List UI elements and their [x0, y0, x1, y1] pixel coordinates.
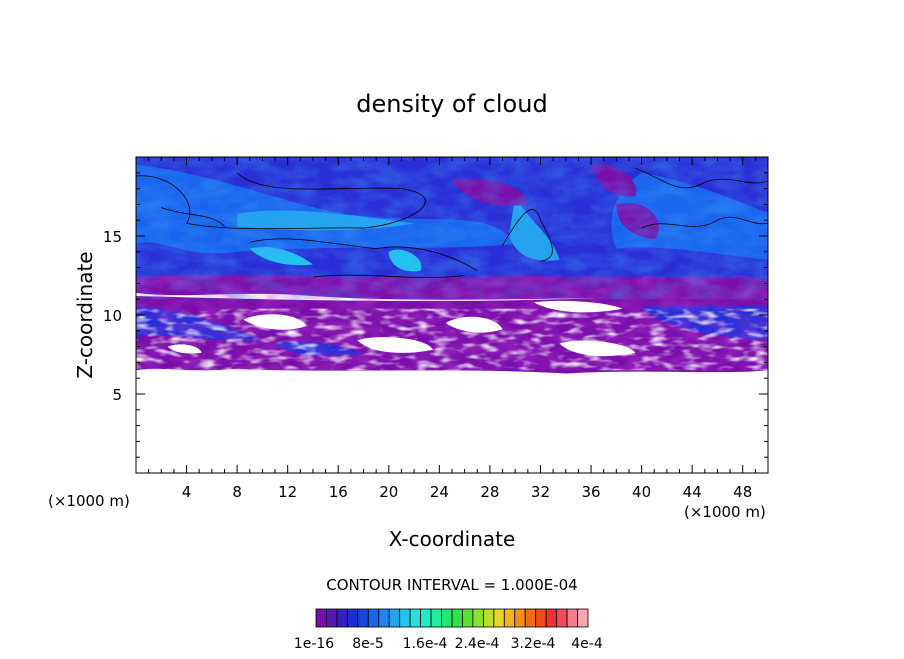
colorbar-swatch	[388, 608, 401, 628]
x-tick-label: 12	[278, 483, 297, 501]
colorbar-swatch	[535, 608, 547, 628]
colorbar-swatch	[566, 608, 578, 628]
colorbar-swatch	[524, 608, 537, 628]
clear-air-gaps	[136, 308, 768, 371]
contour-line-6	[312, 274, 465, 278]
colorbar-swatch	[346, 608, 359, 628]
colorbar-swatch	[556, 608, 568, 628]
colorbar	[315, 608, 589, 628]
colorbar-label: 1e-16	[294, 636, 334, 652]
colorbar-swatch	[399, 608, 411, 628]
contour-lines	[136, 167, 768, 278]
colorbar-swatch	[451, 608, 463, 628]
x-tick-label: 32	[531, 483, 550, 501]
colorbar-labels: 1e-16 8e-5 1.6e-4 2.4e-4 3.2e-4 4e-4	[294, 636, 603, 652]
x-tick-label: 48	[733, 483, 752, 501]
x-tick-label: 20	[379, 483, 398, 501]
colorbar-swatch	[493, 608, 505, 628]
colorbar-label: 4e-4	[571, 636, 603, 652]
y-tick-label: 10	[103, 307, 122, 325]
colorbar-label: 2.4e-4	[455, 636, 500, 652]
clear-hole-5	[559, 340, 636, 357]
clear-hole-4	[357, 337, 434, 353]
colorbar-swatch	[430, 608, 442, 628]
colorbar-swatch	[503, 608, 516, 628]
y-tick-label: 15	[103, 228, 122, 246]
colorbar-swatch	[409, 608, 422, 628]
clear-hole-6	[167, 344, 202, 354]
colorbar-swatch	[315, 608, 327, 628]
clear-hole-3	[534, 300, 623, 313]
x-tick-label: 4	[182, 483, 192, 501]
colorbar-swatch	[545, 608, 558, 628]
x-tick-label: 8	[232, 483, 242, 501]
clear-hole-1	[243, 314, 307, 330]
x-axis-unit-label: (×1000 m)	[684, 503, 766, 521]
clear-hole-2	[445, 316, 503, 333]
contour-line-4	[635, 167, 768, 189]
contour-line-1	[136, 172, 426, 230]
colorbar-swatch	[367, 608, 380, 628]
y-axis-unit-label: (×1000 m)	[48, 492, 130, 510]
colorbar-label: 8e-5	[352, 636, 383, 652]
colorbar-swatch	[378, 608, 390, 628]
x-axis-title: X-coordinate	[389, 527, 516, 551]
x-tick-label: 36	[581, 483, 600, 501]
x-tick-label: 44	[683, 483, 702, 501]
contour-interval-text: CONTOUR INTERVAL = 1.000E-04	[326, 576, 577, 594]
colorbar-swatch	[482, 608, 495, 628]
colorbar-swatch	[336, 608, 348, 628]
x-tick-label: 28	[480, 483, 499, 501]
y-axis-title: Z-coordinate	[73, 251, 97, 378]
x-axis: 4 8 12 16 20 24 28 32 36 40 44 48	[148, 157, 756, 501]
colorbar-swatch	[514, 608, 526, 628]
chart-title: density of cloud	[356, 90, 547, 118]
colorbar-swatch	[441, 608, 453, 628]
colorbar-swatch	[462, 608, 474, 628]
colorbar-swatch	[326, 608, 338, 628]
contour-line-7	[161, 207, 225, 227]
x-tick-label: 24	[430, 483, 449, 501]
y-tick-label: 5	[112, 386, 122, 404]
contour-line-5	[641, 216, 768, 229]
colorbar-label: 1.6e-4	[403, 636, 448, 652]
colorbar-swatch	[472, 608, 484, 628]
colorbar-swatch	[357, 608, 369, 628]
colorbar-label: 3.2e-4	[511, 636, 556, 652]
colorbar-swatch	[577, 608, 589, 628]
cloud-density-field	[136, 157, 768, 374]
contour-line-3	[502, 209, 553, 262]
y-axis: 5 10 15	[103, 172, 768, 458]
contour-line-2	[249, 238, 478, 272]
x-tick-label: 16	[329, 483, 348, 501]
x-tick-label: 40	[632, 483, 651, 501]
colorbar-swatch	[420, 608, 432, 628]
